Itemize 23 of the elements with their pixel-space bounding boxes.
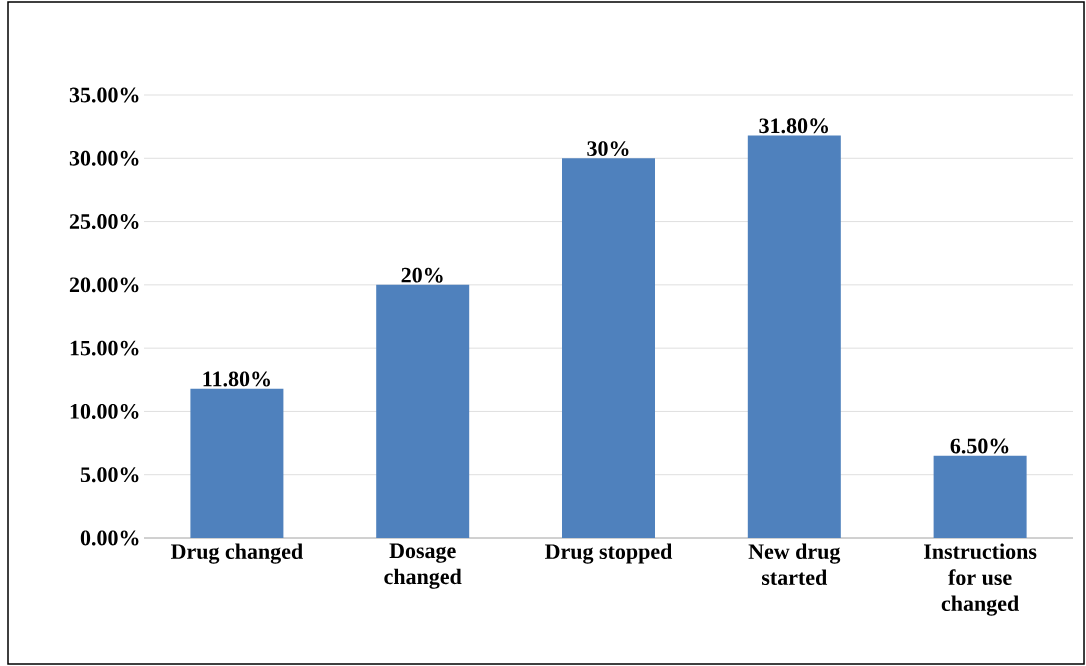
y-tick-label: 25.00% [69,214,139,230]
y-tick-label: 0.00% [80,530,139,546]
x-tick-label: Instructions for use changed [924,543,1037,616]
data-label: 31.80% [759,118,828,134]
x-tick-label: Drug changed [170,543,303,564]
x-tick-label: Drug stopped [545,543,673,564]
data-label: 30% [587,141,629,157]
y-tick-label: 20.00% [69,277,139,293]
data-label: 20% [401,267,443,283]
x-tick-label: New drug started [748,543,841,585]
y-tick-label: 35.00% [69,87,139,103]
bar [747,135,841,538]
y-tick-label: 10.00% [70,403,139,419]
y-tick-label: 30.00% [69,150,139,166]
x-tick-label: Dosage changed [384,543,462,589]
data-label: 6.50% [950,438,1009,454]
bar [190,388,284,538]
bar [933,455,1027,538]
bar [562,158,655,538]
y-tick-label: 15.00% [70,340,139,356]
y-tick-label: 5.00% [80,467,139,483]
bar [376,284,470,538]
data-label: 11.80% [203,371,270,387]
